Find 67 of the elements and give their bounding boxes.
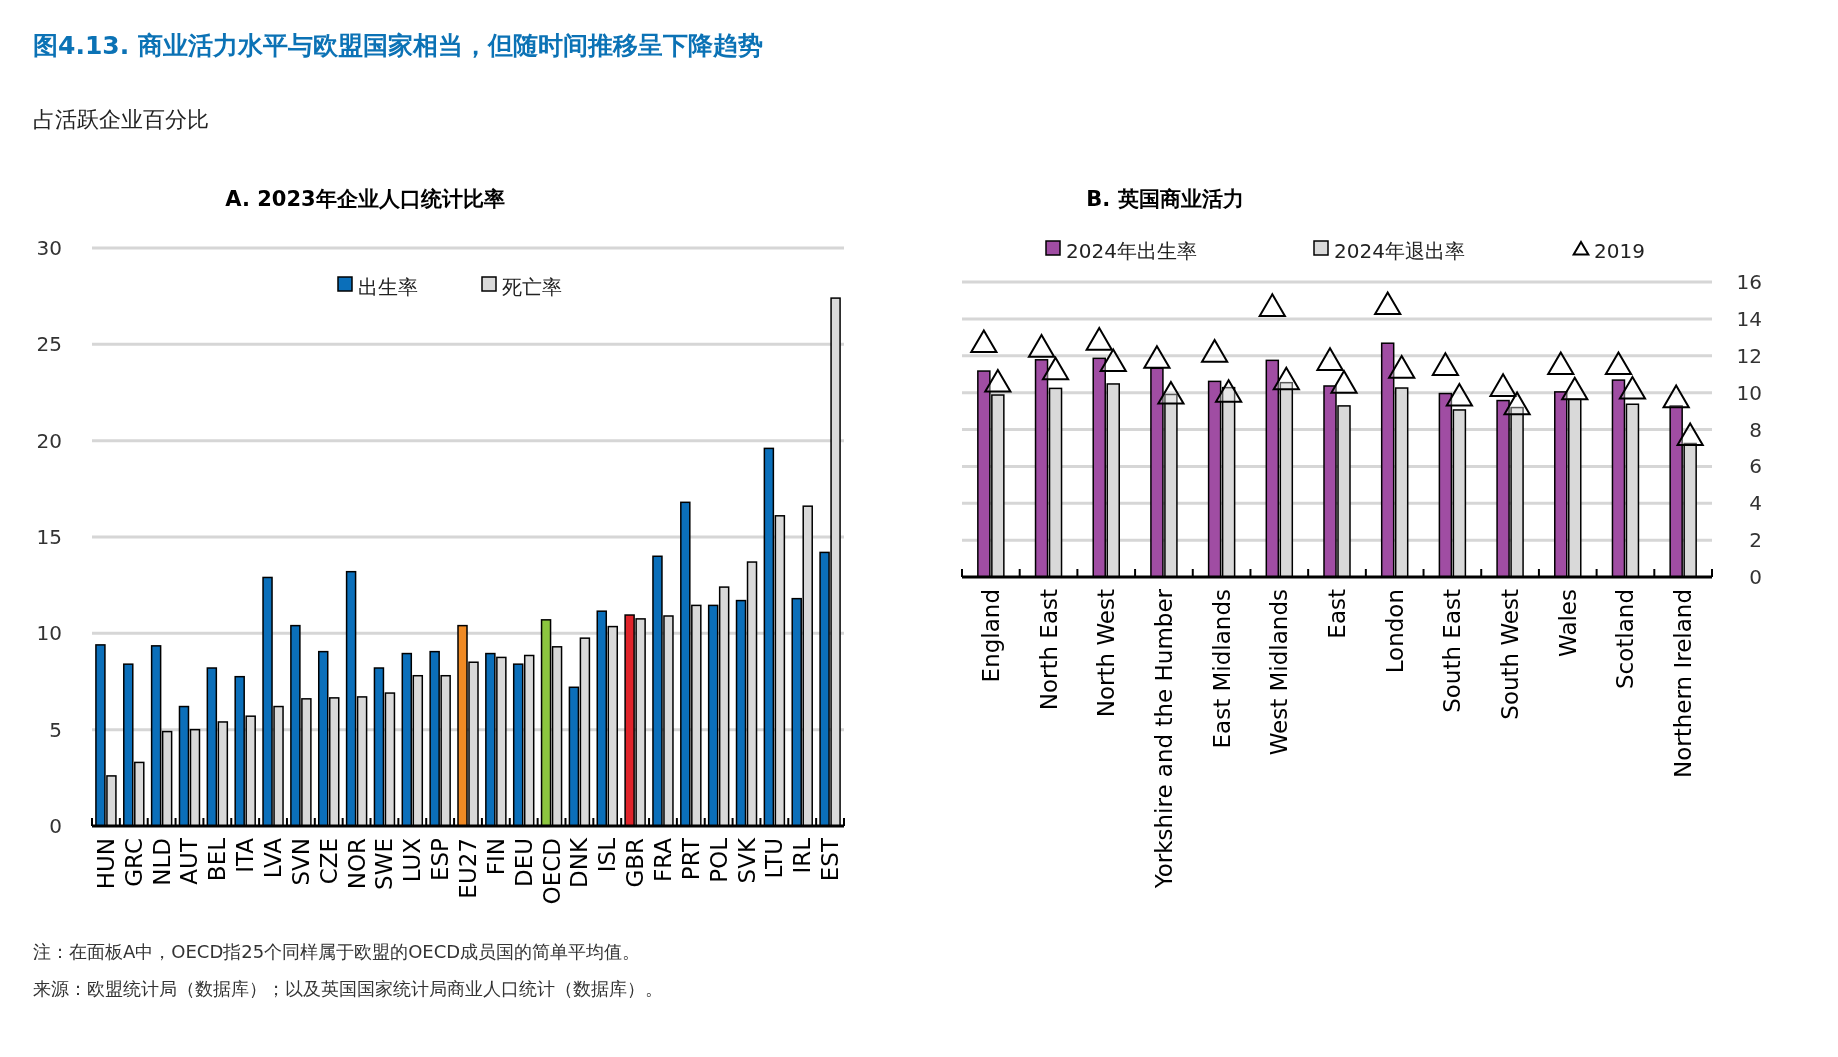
caption: 图4.13. 商业活力水平与欧盟国家相当，但随时间推移呈下降趋势 — [33, 31, 763, 60]
y-tick-label: 20 — [36, 428, 62, 453]
x-tick-label: ESP — [427, 837, 454, 882]
x-tick-label: CZE — [315, 838, 342, 885]
x-tick-label: ISL — [594, 837, 621, 873]
y-tick-label: 8 — [1749, 417, 1762, 442]
x-tick-label: Scotland — [1612, 589, 1639, 689]
x-tick-label: England — [977, 589, 1004, 683]
x-tick-label: SVN — [287, 838, 314, 886]
source-note: 来源：欧盟统计局（数据库）；以及英国国家统计局商业人口统计（数据库）。 — [33, 978, 663, 999]
x-tick-label: North West — [1093, 589, 1120, 718]
x-tick-label: AUT — [176, 837, 203, 885]
x-tick-label: EST — [817, 837, 844, 882]
y-tick-label: 4 — [1749, 491, 1762, 516]
legend-label: 出生率 — [358, 275, 418, 299]
x-tick-label: Wales — [1554, 589, 1581, 657]
x-tick-label: North East — [1035, 589, 1062, 711]
y-tick-label: 2 — [1749, 528, 1762, 553]
x-tick-label: ITA — [232, 837, 259, 873]
x-tick-label: LTU — [761, 838, 788, 879]
y-axis-title: 占活跃企业百分比 — [33, 107, 209, 132]
x-tick-label: East — [1324, 589, 1350, 639]
legend-label: 死亡率 — [502, 275, 562, 299]
x-tick-label: IRL — [789, 837, 816, 874]
x-tick-label: DNK — [566, 837, 593, 888]
chart-title: A. 2023年企业人口统计比率 — [225, 187, 505, 211]
y-tick-label: 0 — [49, 814, 62, 838]
x-tick-label: BEL — [204, 837, 231, 882]
x-tick-label: PRT — [677, 837, 704, 881]
chart-title: B. 英国商业活力 — [1086, 187, 1244, 211]
x-tick-label: West Midlands — [1266, 589, 1293, 756]
x-tick-label: LUX — [399, 837, 426, 883]
x-tick-label: London — [1381, 589, 1408, 674]
y-tick-label: 12 — [1736, 343, 1762, 368]
x-tick-label: GRC — [120, 838, 147, 887]
x-tick-label: NOR — [343, 837, 370, 890]
x-tick-label: SVK — [733, 837, 760, 884]
x-tick-label: Yorkshire and the Humber — [1150, 588, 1177, 890]
y-tick-label: 10 — [1736, 380, 1762, 405]
text: 注：在面板A中，OECD指25个同样属于欧盟的OECD成员国的简单平均值。 — [33, 941, 641, 962]
x-tick-label: NLD — [148, 838, 175, 886]
y-tick-label: 14 — [1736, 306, 1762, 331]
y-tick-label: 30 — [36, 236, 62, 260]
legend-label: 2024年退出率 — [1334, 239, 1465, 263]
x-tick-label: Northern Ireland — [1670, 589, 1697, 778]
x-tick-label: OECD — [538, 838, 565, 905]
x-tick-label: FIN — [482, 838, 509, 876]
x-tick-label: South East — [1439, 589, 1466, 713]
x-tick-label: LVA — [260, 837, 287, 879]
y-tick-label: 25 — [36, 332, 62, 357]
legend-label: 2019 — [1594, 239, 1645, 263]
y-tick-label: 16 — [1736, 270, 1762, 294]
x-tick-label: DEU — [510, 838, 537, 888]
x-tick-label: EU27 — [455, 838, 481, 899]
x-tick-label: SWE — [371, 838, 398, 890]
x-tick-label: GBR — [622, 837, 649, 888]
y-tick-label: 10 — [36, 621, 62, 646]
legend-label: 2024年出生率 — [1066, 239, 1197, 263]
x-tick-label: POL — [705, 837, 732, 883]
y-tick-label: 0 — [1749, 565, 1762, 589]
x-tick-label: East Midlands — [1208, 589, 1235, 749]
x-tick-label: South West — [1497, 589, 1524, 720]
y-tick-label: 15 — [36, 525, 62, 549]
y-tick-label: 6 — [1749, 454, 1762, 479]
x-tick-label: FRA — [649, 837, 676, 883]
x-tick-label: HUN — [92, 838, 119, 890]
y-tick-label: 5 — [49, 717, 62, 742]
